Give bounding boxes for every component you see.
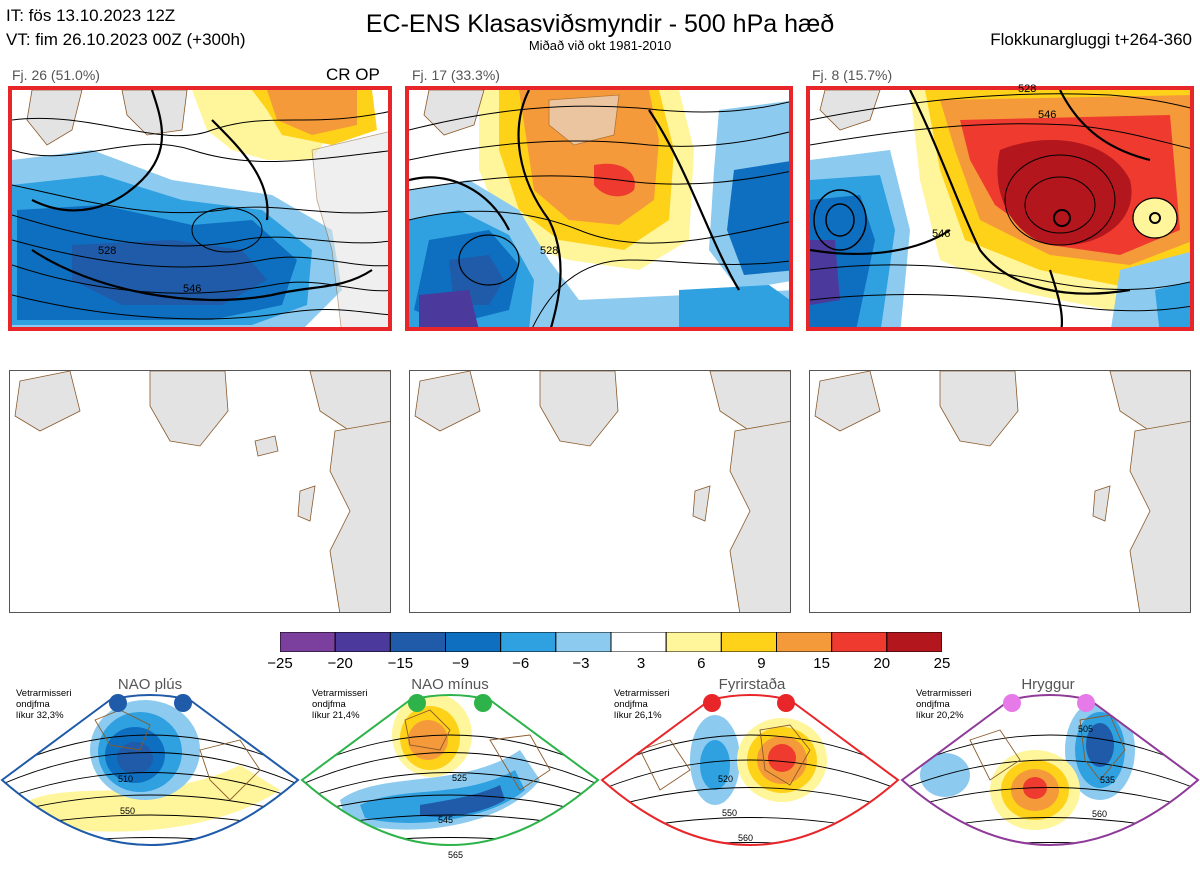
regime-2-frame	[300, 694, 600, 846]
regime-1-info: Vetrarmisseri ondjfma líkur 32,3%	[16, 688, 72, 721]
cluster-2-field	[409, 90, 789, 327]
colorbar-tick-label: −6	[512, 655, 530, 672]
colorbar-swatch	[334, 631, 391, 653]
colorbar-swatch	[886, 631, 943, 653]
empty-map-3	[809, 370, 1191, 613]
regime-1-name: NAO plús	[117, 676, 183, 693]
colorbar-tick-label: −15	[387, 655, 414, 672]
regime-3-name: Fyrirstaða	[718, 676, 786, 693]
regime-2-contour-1: 525	[452, 773, 467, 783]
cluster-2-map	[405, 86, 793, 331]
colorbar-swatch	[720, 631, 777, 653]
regime-3-contour-1: 520	[718, 774, 733, 784]
regime-2-contour-3: 565	[448, 850, 463, 860]
regime-1-dot-right	[174, 694, 192, 712]
cluster-window: Flokkunarg­luggi t+264-360	[990, 30, 1192, 49]
cluster-3-contour-label: 546	[932, 228, 951, 240]
cluster-2-label: Fj. 17 (33.3%)	[412, 67, 500, 83]
cluster-1-contour-label: 528	[98, 245, 117, 257]
regime-4-contour-2: 535	[1100, 775, 1115, 785]
regime-3-dot-right	[777, 694, 795, 712]
cluster-1-contour-label: 546	[183, 283, 202, 295]
cluster-3-field	[810, 90, 1190, 327]
empty-map-1	[9, 370, 391, 613]
colorbar-tick-label: −9	[451, 655, 470, 672]
colorbar-ticks: −25 −20 −15 −9 −6 −3 3 6 9 15 20 25	[267, 655, 950, 675]
colorbar-tick-label: 20	[873, 655, 891, 672]
regime-3-contour-2: 550	[722, 808, 737, 818]
cluster-1-badge: CR OP	[326, 65, 380, 84]
regime-3-dot-left	[703, 694, 721, 712]
regime-1-map	[2, 700, 298, 845]
regime-maps: 510 550 525 545 565	[0, 694, 1200, 860]
regime-3-contour-3: 560	[738, 833, 753, 843]
regime-4-map	[902, 700, 1198, 845]
colorbar-swatch	[445, 631, 502, 653]
colorbar-tick-label: 15	[813, 655, 830, 672]
colorbar-tick-label: 6	[697, 655, 706, 672]
regime-3-map	[602, 715, 898, 845]
cluster-1-map	[8, 86, 392, 331]
colorbar-tick-label: 9	[757, 655, 766, 672]
colorbar-swatch	[279, 631, 336, 653]
regime-1-contour-2: 550	[120, 806, 135, 816]
cluster-3-label: Fj. 8 (15.7%)	[812, 67, 893, 83]
initial-time: IT: fös 13.10.2023 12Z	[6, 6, 176, 25]
regime-4-frame	[900, 694, 1200, 846]
regime-4-dot-left	[1003, 694, 1021, 712]
regime-4-contour-3: 560	[1092, 809, 1107, 819]
colorbar-swatch	[555, 631, 612, 653]
regime-4-contour-1: 505	[1078, 724, 1093, 734]
colorbar-swatch	[776, 631, 833, 653]
colorbar-swatches	[279, 631, 943, 653]
regime-2-dot-right	[474, 694, 492, 712]
cluster-1-label: Fj. 26 (51.0%)	[12, 67, 100, 83]
regime-2-dot-left	[408, 694, 426, 712]
regime-1-contour-1: 510	[118, 774, 133, 784]
chart-subtitle: Miðað við okt 1981-2010	[528, 38, 672, 53]
regime-1-dot-left	[109, 694, 127, 712]
cluster-3-contour-label: 546	[1038, 109, 1057, 121]
regime-3-frame	[600, 694, 900, 846]
colorbar-swatch	[610, 631, 667, 653]
regime-4-dot-right	[1077, 694, 1095, 712]
colorbar-swatch	[831, 631, 888, 653]
regime-2-map	[302, 695, 598, 845]
colorbar-tick-label: 25	[933, 655, 951, 672]
chart-title: EC-ENS Klasasviðsmyndir - 500 hPa hæð	[365, 10, 835, 38]
regime-4-name: Hryggur	[1021, 676, 1075, 693]
colorbar-swatch	[500, 631, 557, 653]
regime-2-contour-2: 545	[438, 815, 453, 825]
cluster-3-map	[806, 86, 1194, 331]
colorbar-tick-label: −3	[572, 655, 590, 672]
cluster-3-contour-label: 528	[1018, 83, 1037, 95]
empty-map-2	[409, 370, 791, 613]
valid-time: VT: fim 26.10.2023 00Z (+300h)	[6, 30, 246, 49]
colorbar-tick-label: −20	[327, 655, 353, 672]
colorbar-tick-label: −25	[267, 655, 293, 672]
colorbar-tick-label: 3	[636, 655, 646, 672]
regime-2-name: NAO mínus	[411, 676, 489, 693]
colorbar-swatch	[389, 631, 446, 653]
colorbar	[279, 631, 943, 653]
regime-4-info: Vetrarmisseri ondjfma líkur 20,2%	[916, 688, 972, 721]
regime-1-frame	[0, 694, 300, 846]
regime-3-info: Vetrarmisseri ondjfma líkur 26,1%	[614, 688, 670, 721]
regime-2-info: Vetrarmisseri ondjfma líkur 21,4%	[312, 688, 368, 721]
colorbar-swatch	[665, 631, 722, 653]
cluster-1-field	[12, 90, 388, 327]
cluster-2-contour-label: 528	[540, 245, 559, 257]
